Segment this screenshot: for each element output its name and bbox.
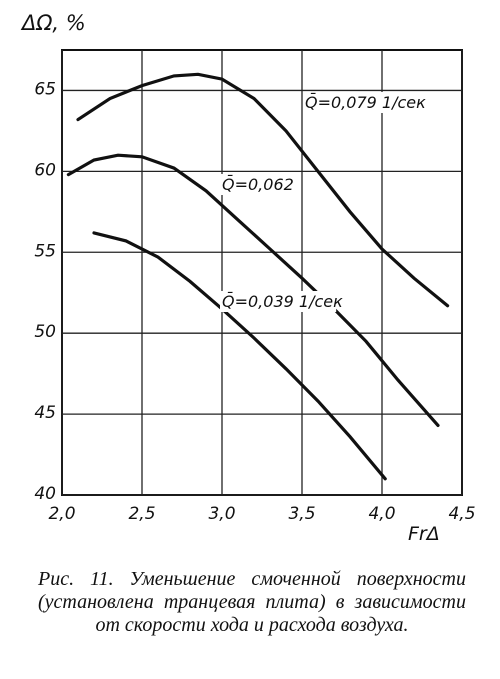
chart: ΔΩ, % FrΔ 40 45 50 55 60 65 2,0 2,5 3,0 3,5 4,0 4,5… bbox=[20, 11, 476, 545]
series-line bbox=[66, 153, 440, 427]
series-line bbox=[92, 231, 387, 481]
x-tick-label: 4,5 bbox=[448, 504, 475, 524]
series-label-bg bbox=[220, 174, 287, 195]
series-line bbox=[76, 72, 450, 308]
y-tick-label: 65 bbox=[34, 79, 56, 99]
x-tick-label: 3,5 bbox=[288, 504, 315, 524]
y-tick-label: 40 bbox=[34, 484, 56, 504]
x-tick-label: 2,5 bbox=[128, 504, 155, 524]
series-label: Q̄=0,039 1/сек bbox=[222, 292, 343, 311]
series-label-bg bbox=[220, 291, 337, 312]
y-tick-label: 60 bbox=[34, 160, 56, 180]
y-tick-label: 50 bbox=[34, 322, 56, 342]
series-label-bg bbox=[303, 92, 420, 113]
series-label: Q̄=0,062 bbox=[222, 175, 294, 194]
series-label: Q̄=0,079 1/сек bbox=[305, 93, 426, 112]
y-tick-label: 55 bbox=[34, 241, 56, 261]
x-tick-label: 3,0 bbox=[208, 504, 235, 524]
x-tick-label: 4,0 bbox=[368, 504, 395, 524]
x-axis-title: FrΔ bbox=[408, 523, 440, 545]
y-axis-title: ΔΩ, % bbox=[20, 11, 86, 35]
caption: Рис. 11. Уменьшение смоченной поверхност… bbox=[38, 568, 466, 636]
plot-frame bbox=[61, 49, 463, 496]
y-tick-label: 45 bbox=[34, 403, 56, 423]
x-tick-label: 2,0 bbox=[48, 504, 75, 524]
